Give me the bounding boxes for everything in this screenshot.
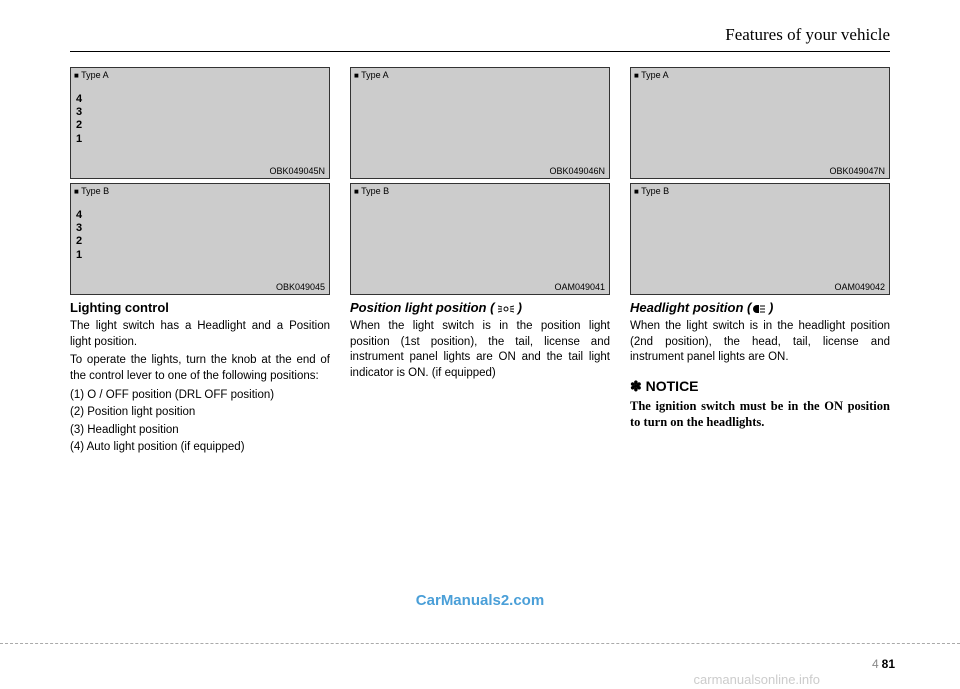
num-4b: 4 — [76, 209, 82, 222]
num-3b: 3 — [76, 222, 82, 235]
col2-heading: Position light position ( ) — [350, 300, 610, 315]
headlight-icon — [751, 304, 765, 314]
num-2b: 2 — [76, 235, 82, 248]
page-number: 481 — [872, 657, 895, 671]
col1-item2: (2) Position light position — [70, 404, 330, 421]
figure-1b-label: Type B — [74, 186, 109, 196]
figure-3a-code: OBK049047N — [829, 166, 885, 176]
col3-heading-suffix: ) — [765, 300, 773, 315]
column-2: Type A OBK049046N Type B OAM049041 Posit… — [350, 67, 610, 456]
col1-item1: (1) O / OFF position (DRL OFF position) — [70, 387, 330, 404]
watermark: CarManuals2.com — [416, 592, 544, 609]
col2-heading-prefix: Position light position ( — [350, 300, 498, 315]
figure-3b-code: OAM049042 — [834, 282, 885, 292]
bottom-watermark: carmanualsonline.info — [694, 672, 820, 687]
figure-2b-label: Type B — [354, 186, 389, 196]
figure-2a-label: Type A — [354, 70, 389, 80]
column-3: Type A OBK049047N Type B OAM049042 Headl… — [630, 67, 890, 456]
figure-2a-code: OBK049046N — [549, 166, 605, 176]
page-header: Features of your vehicle — [70, 25, 890, 52]
num-3: 3 — [76, 106, 82, 119]
page-container: Features of your vehicle Type A 4 3 2 1 … — [0, 0, 960, 689]
col1-para1: The light switch has a Headlight and a P… — [70, 319, 330, 350]
figure-1b: Type B 4 3 2 1 OBK049045 — [70, 183, 330, 295]
figure-2b: Type B OAM049041 — [350, 183, 610, 295]
position-light-icon — [498, 304, 514, 314]
figure-1a-label: Type A — [74, 70, 109, 80]
figure-3b: Type B OAM049042 — [630, 183, 890, 295]
num-1b: 1 — [76, 249, 82, 262]
num-2: 2 — [76, 119, 82, 132]
figure-2b-code: OAM049041 — [554, 282, 605, 292]
figure-3b-label: Type B — [634, 186, 669, 196]
column-1: Type A 4 3 2 1 OBK049045N Type B 4 3 2 1… — [70, 67, 330, 456]
col2-heading-suffix: ) — [514, 300, 522, 315]
col1-item4: (4) Auto light position (if equipped) — [70, 439, 330, 456]
dashed-line — [0, 643, 960, 644]
content-columns: Type A 4 3 2 1 OBK049045N Type B 4 3 2 1… — [70, 67, 890, 456]
col3-para1: When the light switch is in the headligh… — [630, 319, 890, 366]
col1-para2: To operate the lights, turn the knob at … — [70, 353, 330, 384]
col2-para1: When the light switch is in the position… — [350, 319, 610, 381]
figure-1a-numbers: 4 3 2 1 — [76, 93, 82, 146]
figure-2a: Type A OBK049046N — [350, 67, 610, 179]
figure-1a-code: OBK049045N — [269, 166, 325, 176]
col3-heading: Headlight position ( ) — [630, 300, 890, 315]
col1-item3: (3) Headlight position — [70, 422, 330, 439]
page-section: 4 — [872, 657, 879, 671]
notice-text: The ignition switch must be in the ON po… — [630, 398, 890, 432]
num-1: 1 — [76, 133, 82, 146]
figure-1b-numbers: 4 3 2 1 — [76, 209, 82, 262]
figure-1a: Type A 4 3 2 1 OBK049045N — [70, 67, 330, 179]
col1-heading: Lighting control — [70, 300, 330, 315]
num-4: 4 — [76, 93, 82, 106]
figure-1b-code: OBK049045 — [276, 282, 325, 292]
figure-3a-label: Type A — [634, 70, 669, 80]
figure-3a: Type A OBK049047N — [630, 67, 890, 179]
page-num: 81 — [882, 657, 895, 671]
notice-heading: NOTICE — [630, 378, 890, 395]
col3-heading-prefix: Headlight position ( — [630, 300, 751, 315]
